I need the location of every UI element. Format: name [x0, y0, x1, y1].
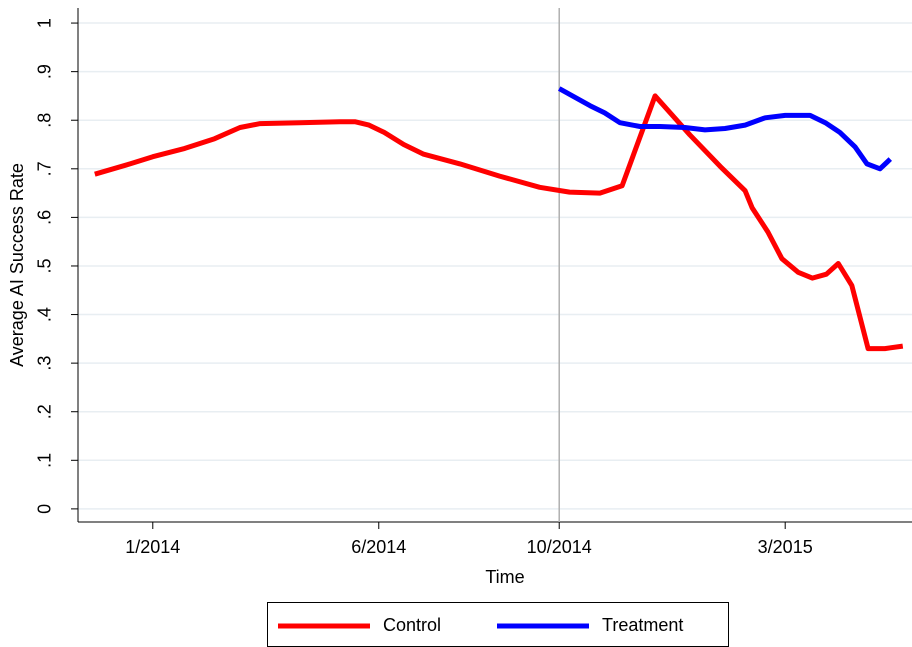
y-tick-label: 0	[35, 504, 55, 514]
y-tick-label: 1	[35, 18, 55, 28]
x-tick-label: 10/2014	[527, 537, 592, 557]
y-tick-label: .3	[35, 356, 55, 371]
y-tick-label: .6	[35, 210, 55, 225]
y-tick-label: .4	[35, 307, 55, 322]
y-tick-label: .8	[35, 113, 55, 128]
y-tick-label: .7	[35, 161, 55, 176]
y-tick-label: .9	[35, 64, 55, 79]
x-axis-title: Time	[485, 567, 524, 587]
x-tick-label: 6/2014	[351, 537, 406, 557]
y-tick-label: .1	[35, 453, 55, 468]
legend-label: Control	[383, 615, 441, 635]
series-line	[94, 93, 904, 352]
y-axis-title: Average AI Success Rate	[7, 163, 27, 367]
legend-label: Treatment	[602, 615, 683, 635]
series-line	[557, 86, 893, 172]
y-tick-label: .2	[35, 404, 55, 419]
x-tick-label: 1/2014	[125, 537, 180, 557]
y-tick-label: .5	[35, 258, 55, 273]
x-tick-label: 3/2015	[758, 537, 813, 557]
